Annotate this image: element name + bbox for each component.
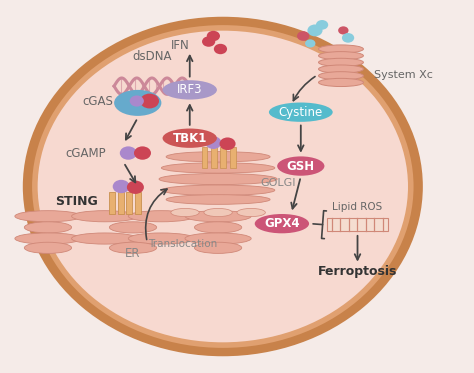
Circle shape (140, 94, 159, 109)
Text: STING: STING (55, 195, 98, 208)
Ellipse shape (29, 23, 417, 350)
Circle shape (342, 33, 354, 43)
Ellipse shape (319, 65, 364, 73)
Bar (127, 192, 132, 214)
Circle shape (305, 39, 316, 47)
Bar (109, 192, 115, 214)
Bar (118, 192, 124, 214)
Text: GPX4: GPX4 (264, 217, 300, 230)
Ellipse shape (194, 222, 242, 233)
Bar (201, 147, 207, 168)
Circle shape (338, 26, 348, 35)
Ellipse shape (161, 185, 275, 195)
Text: dsDNA: dsDNA (132, 50, 172, 63)
Ellipse shape (163, 80, 217, 100)
Circle shape (214, 44, 227, 54)
Circle shape (297, 31, 310, 41)
Ellipse shape (24, 242, 72, 253)
Text: ER: ER (125, 247, 141, 260)
Text: TBK1: TBK1 (173, 132, 207, 145)
Ellipse shape (128, 233, 194, 244)
Ellipse shape (277, 156, 324, 176)
Text: cGAMP: cGAMP (65, 147, 106, 160)
Bar (135, 192, 141, 214)
Ellipse shape (163, 129, 217, 148)
Ellipse shape (109, 222, 156, 233)
Circle shape (127, 181, 144, 194)
Circle shape (308, 25, 322, 37)
Circle shape (202, 37, 215, 47)
Circle shape (113, 180, 130, 193)
Ellipse shape (319, 78, 364, 87)
Text: GOLGI: GOLGI (261, 178, 296, 188)
Bar (220, 147, 226, 168)
Ellipse shape (166, 195, 270, 204)
Ellipse shape (319, 58, 364, 66)
Ellipse shape (194, 242, 242, 253)
Ellipse shape (319, 51, 364, 60)
Ellipse shape (171, 209, 199, 217)
Ellipse shape (237, 209, 265, 217)
Ellipse shape (72, 211, 138, 222)
Text: System Xc: System Xc (374, 70, 433, 80)
Bar (230, 147, 236, 168)
Circle shape (316, 20, 328, 30)
Ellipse shape (319, 45, 364, 53)
Ellipse shape (269, 103, 333, 122)
Ellipse shape (166, 151, 270, 162)
Ellipse shape (185, 233, 251, 244)
Circle shape (205, 137, 221, 149)
Ellipse shape (15, 211, 81, 222)
Circle shape (130, 95, 144, 107)
Ellipse shape (185, 211, 251, 222)
Text: Translocation: Translocation (148, 239, 217, 249)
Text: cGAS: cGAS (82, 94, 113, 107)
Ellipse shape (15, 233, 81, 244)
Ellipse shape (255, 214, 309, 233)
Text: GSH: GSH (287, 160, 315, 173)
Ellipse shape (24, 222, 72, 233)
Ellipse shape (319, 72, 364, 80)
Ellipse shape (128, 211, 194, 222)
Circle shape (207, 31, 220, 41)
Ellipse shape (109, 242, 156, 253)
Bar (211, 147, 217, 168)
Circle shape (219, 137, 236, 150)
Ellipse shape (114, 90, 161, 116)
Circle shape (120, 146, 137, 160)
Ellipse shape (72, 233, 138, 244)
Text: Lipid ROS: Lipid ROS (332, 202, 383, 212)
Text: Ferroptosis: Ferroptosis (318, 266, 397, 279)
Circle shape (134, 146, 151, 160)
Text: IRF3: IRF3 (177, 84, 202, 96)
Ellipse shape (159, 173, 277, 185)
Text: Cystine: Cystine (279, 106, 323, 119)
Ellipse shape (204, 209, 232, 217)
Text: IFN: IFN (171, 39, 190, 52)
Bar (327, 218, 388, 231)
Ellipse shape (161, 163, 275, 173)
